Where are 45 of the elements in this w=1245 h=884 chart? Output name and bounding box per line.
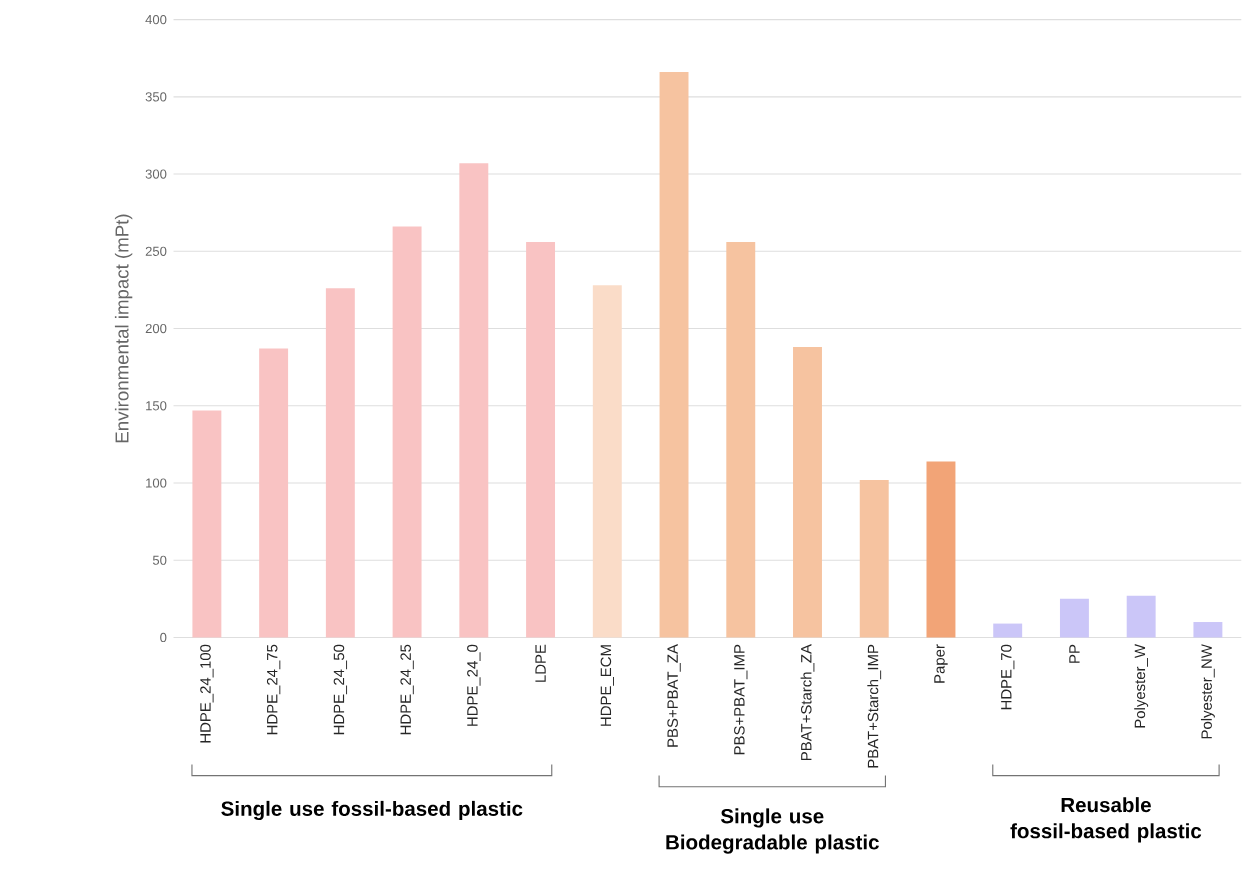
bar <box>793 347 822 638</box>
y-tick-label: 400 <box>145 15 167 25</box>
y-tick-label: 150 <box>146 401 167 411</box>
bar <box>392 226 422 638</box>
bar <box>659 72 689 638</box>
x-tick-label: HDPE_24_50 <box>333 644 348 735</box>
x-tick-label: HDPE_ECM <box>600 645 614 726</box>
x-tick-label: HDPE_24_25 <box>400 644 414 735</box>
x-tick-label: PP <box>1069 644 1080 663</box>
bar <box>726 242 756 638</box>
bar <box>859 479 889 638</box>
bar <box>192 410 222 638</box>
x-tick-label: LDPE <box>535 644 546 682</box>
x-tick-label: HDPE_70 <box>1001 644 1015 710</box>
x-tick-label: PBAT+Starch_ZA <box>800 644 815 761</box>
x-tick-label: PBS+PBAT_ZA <box>667 644 681 747</box>
y-tick-label: 200 <box>145 323 167 334</box>
y-tick-label: 100 <box>146 478 167 488</box>
text: Reusable fossil-based plastic <box>1010 797 1202 843</box>
y-tick-label: 300 <box>145 169 167 179</box>
y-tick-label: 0 <box>160 632 167 643</box>
text: Single use fossil-based plastic <box>221 800 523 821</box>
y-tick-label: 250 <box>145 246 167 256</box>
x-tick-label: HDPE_24_0 <box>467 644 481 726</box>
x-tick-label: PBS+PBAT_IMP <box>734 644 748 755</box>
x-tick-label: HDPE_24_100 <box>200 644 214 743</box>
text: Single use Biodegradable plastic <box>666 808 879 854</box>
y-tick-label: 50 <box>152 555 167 565</box>
bar <box>1193 622 1223 638</box>
bar <box>592 285 622 638</box>
x-tick-label: Polyester_W <box>1134 644 1149 728</box>
bar <box>1059 598 1089 638</box>
x-tick-label: HDPE_24_75 <box>266 644 281 735</box>
bar <box>926 461 956 638</box>
bar <box>526 242 556 638</box>
bar <box>1126 595 1156 638</box>
x-tick-label: Paper <box>934 644 948 683</box>
bar <box>325 288 355 638</box>
x-tick-label: Polyester_NW <box>1200 644 1215 739</box>
bar <box>259 348 289 638</box>
y-axis-title: Environmental impact (mPt) <box>114 214 133 443</box>
bar <box>459 163 489 638</box>
bar <box>993 623 1023 638</box>
x-tick-label: PBAT+Starch_IMP <box>867 644 882 768</box>
y-tick-label: 350 <box>145 92 167 102</box>
